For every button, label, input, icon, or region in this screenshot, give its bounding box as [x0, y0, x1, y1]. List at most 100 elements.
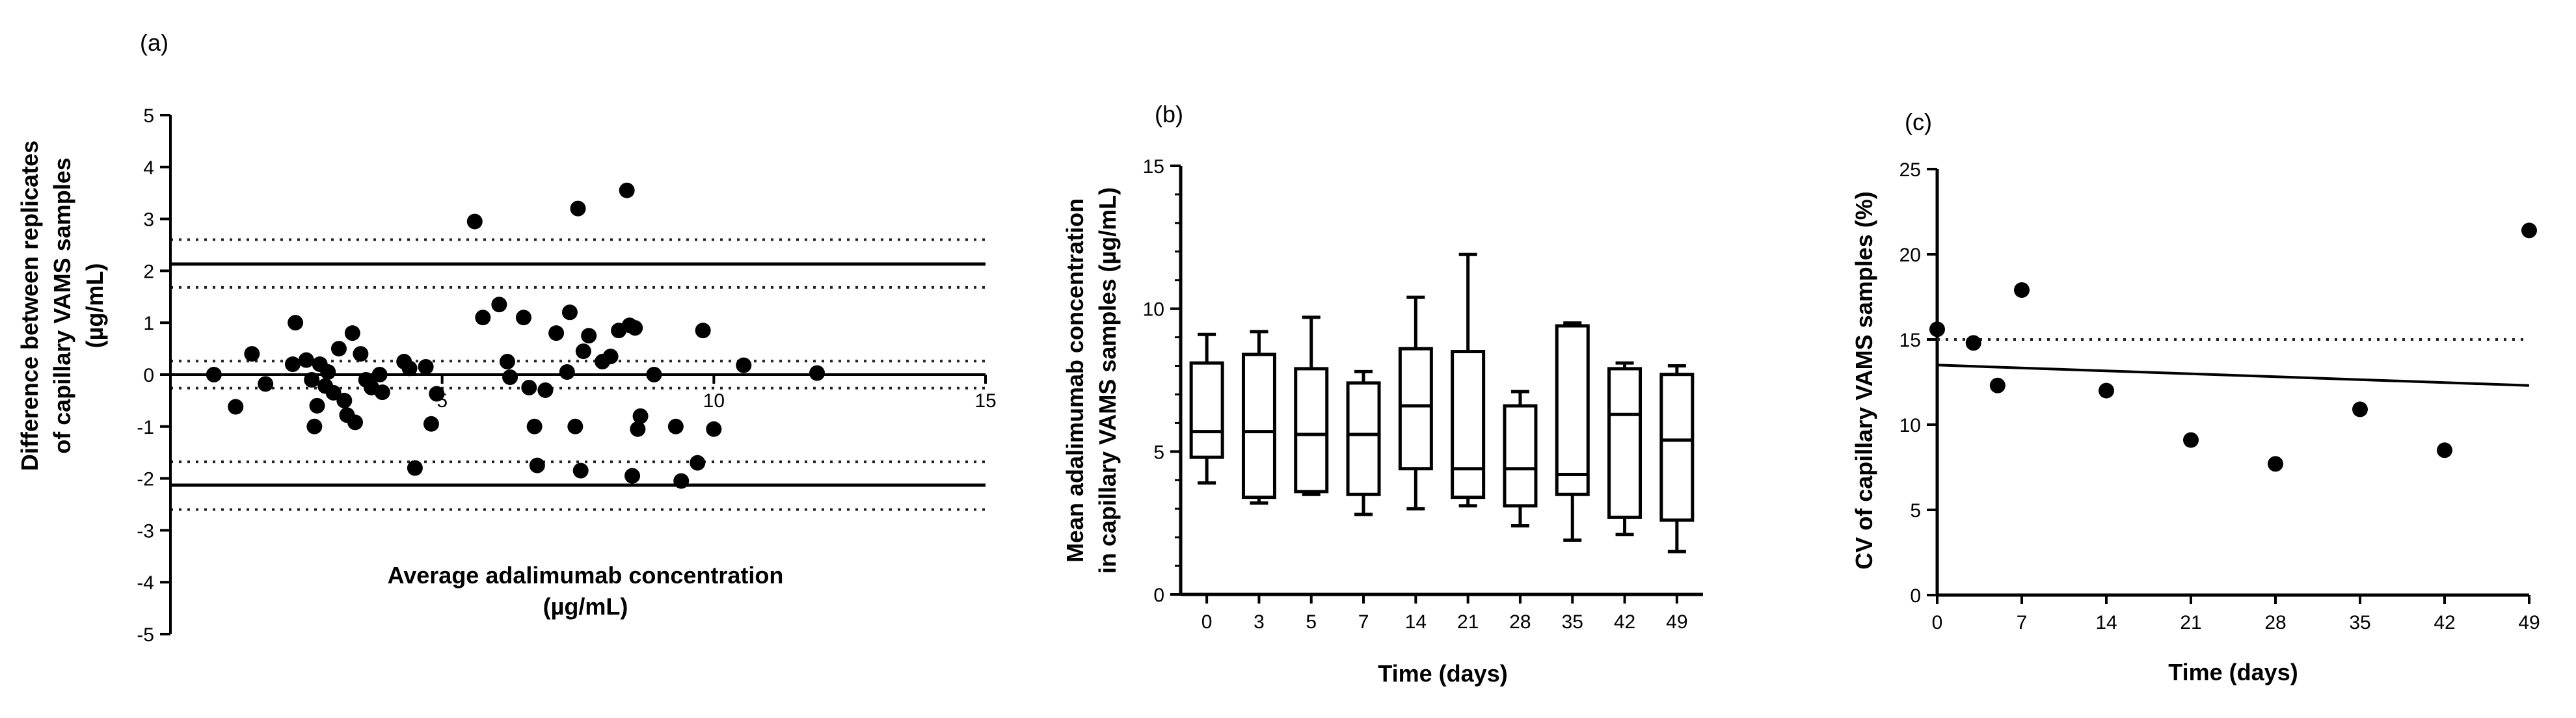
box-day-21	[1451, 252, 1486, 508]
data-point	[325, 384, 342, 401]
y-axis-label: CV of capillary VAMS samples (%)	[1851, 191, 1877, 570]
y-axis-label-line2: of capillary VAMS samples	[49, 157, 75, 454]
data-point	[2014, 282, 2030, 299]
iqr-box	[1503, 404, 1538, 508]
box-day-49	[1659, 364, 1695, 553]
data-point	[572, 462, 589, 479]
x-tick-label: 3	[1254, 611, 1265, 633]
y-axis-label-line1: Mean adalimumab concentration	[1062, 198, 1088, 563]
panel-c-cv-scatter: (c) 25 20 15 10 5 00 7 14 21 28 35 42 49 Time (days)…	[1851, 109, 2540, 685]
data-point	[336, 392, 353, 408]
y-tick-label: 3	[143, 209, 154, 231]
x-tick-label: 49	[2518, 612, 2540, 633]
data-point	[695, 323, 711, 339]
x-tick-label: 0	[1932, 612, 1943, 633]
data-point	[288, 315, 304, 331]
x-tick-label: 0	[1201, 611, 1213, 633]
box-series	[1189, 252, 1695, 553]
y-tick-label: -5	[137, 624, 154, 646]
data-point	[401, 360, 418, 377]
y-tick-label: 20	[1899, 245, 1921, 266]
data-point	[309, 397, 325, 414]
data-point	[690, 455, 706, 471]
x-tick-label: 28	[2264, 612, 2286, 633]
data-point	[2437, 442, 2452, 459]
data-point	[602, 349, 619, 365]
data-point	[673, 473, 690, 489]
data-point	[529, 457, 545, 473]
data-point	[491, 297, 507, 313]
data-point	[630, 421, 646, 437]
x-axis-label-line1: Average adalimumab concentration	[388, 562, 784, 589]
data-point	[244, 346, 260, 362]
y-axis-label-line3: (µg/mL)	[81, 263, 108, 349]
iqr-box	[1659, 373, 1695, 522]
data-point	[2352, 401, 2368, 418]
x-tick-label: 42	[2434, 612, 2455, 633]
data-point	[258, 376, 274, 392]
trend-line	[1937, 364, 2530, 387]
data-point	[2268, 456, 2283, 472]
y-tick-label: 0	[1910, 585, 1921, 607]
x-tick-label: 49	[1666, 611, 1687, 633]
data-point	[646, 367, 662, 382]
x-tick-label: 21	[1457, 611, 1479, 633]
data-point	[619, 182, 635, 198]
y-axis-label-line2: in capillary VAMS samples (µg/mL)	[1094, 187, 1121, 574]
axes	[1170, 165, 1703, 604]
data-point	[575, 343, 591, 360]
data-point	[559, 364, 575, 380]
data-point	[1965, 335, 1981, 351]
y-tick-label: 10	[1143, 299, 1164, 321]
x-tick-label: 10	[703, 390, 725, 412]
data-point	[320, 364, 336, 380]
data-point	[284, 356, 301, 373]
data-point	[344, 325, 360, 341]
data-point	[537, 382, 554, 398]
panel-label-a: (a)	[140, 29, 168, 56]
data-point	[632, 408, 649, 424]
data-point	[1989, 377, 2006, 393]
data-points	[1929, 222, 2537, 472]
box-day-3	[1241, 330, 1276, 505]
x-tick-label: 28	[1509, 611, 1531, 633]
iqr-box	[1451, 350, 1486, 499]
data-point	[2099, 382, 2114, 399]
x-tick-label: 15	[974, 390, 996, 412]
data-point	[347, 414, 364, 431]
box-day-14	[1398, 295, 1433, 511]
data-point	[502, 369, 518, 385]
data-point	[475, 310, 491, 326]
data-point	[418, 359, 434, 375]
y-tick-label: 4	[143, 157, 154, 179]
y-tick-label: -2	[137, 469, 154, 490]
y-tick-label: 0	[143, 365, 154, 386]
data-point	[228, 399, 244, 415]
box-day-42	[1607, 361, 1643, 537]
y-tick-label: -4	[137, 572, 154, 594]
panel-label-b: (b)	[1155, 101, 1183, 127]
data-point	[407, 460, 423, 476]
data-point	[561, 304, 578, 321]
data-point	[521, 379, 537, 395]
iqr-box	[1241, 352, 1276, 499]
data-point	[667, 418, 684, 434]
data-point	[298, 352, 314, 368]
y-tick-label: 2	[143, 261, 154, 282]
data-point	[567, 418, 584, 434]
panel-label-c: (c)	[1905, 109, 1932, 135]
x-tick-label: 7	[2017, 612, 2028, 633]
box-day-35	[1555, 321, 1590, 542]
y-tick-label: 25	[1899, 159, 1921, 181]
data-point	[706, 421, 722, 437]
y-tick-label: 15	[1143, 156, 1164, 178]
data-point	[429, 386, 445, 402]
y-tick-label: 15	[1899, 330, 1921, 351]
box-day-7	[1346, 369, 1381, 516]
y-tick-label: 5	[1910, 500, 1921, 522]
data-point	[624, 468, 641, 484]
x-tick-label: 35	[2349, 612, 2370, 633]
